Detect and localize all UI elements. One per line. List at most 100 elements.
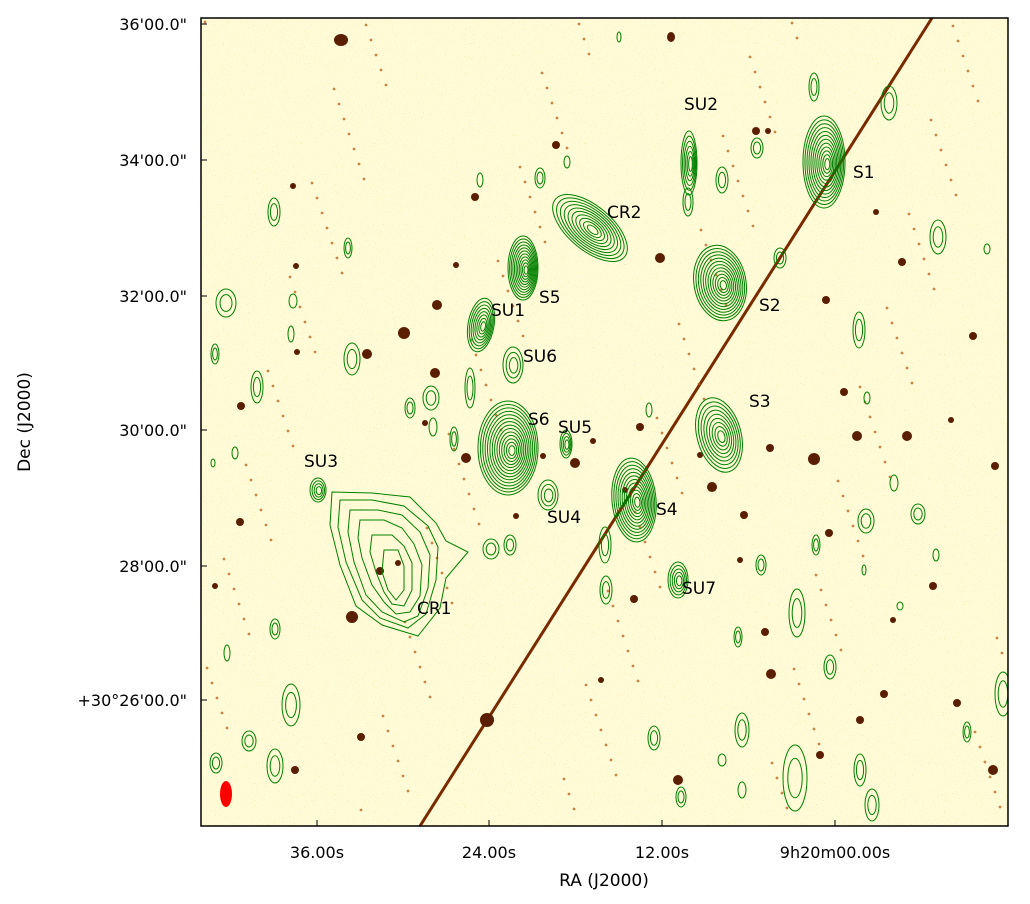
contour-faint [825,659,835,675]
speckle [978,745,982,749]
contour-s6 [479,403,537,493]
star [655,253,665,263]
speckle [785,806,789,810]
speckle [543,240,547,244]
contour-su6 [502,346,524,384]
source-label-cr1: CR1 [417,599,452,619]
contour-faint [808,72,820,102]
speckle [589,698,593,702]
contour-s4 [632,493,642,511]
x-tick-label: 12.00s [635,843,689,862]
contour-s6 [484,410,534,487]
contour-su3 [311,480,326,501]
speckle [814,573,818,577]
speckle [658,585,662,589]
speckle [457,462,461,466]
contour-s1 [816,142,836,185]
contour-faint [616,31,622,43]
star [598,677,604,683]
speckle [976,99,980,103]
speckle [330,241,334,245]
speckle [381,714,385,718]
star [873,209,879,215]
speckle [249,478,253,482]
speckle [726,149,730,153]
speckle [636,679,640,683]
contour-cr1 [369,534,413,607]
speckle [797,682,801,686]
speckle [746,209,750,213]
speckle [440,571,444,575]
star [766,669,776,679]
contour-su3 [309,477,327,503]
speckle [966,69,970,73]
contour-su5 [562,436,571,453]
x-tick-label: 9h20m00.00s [780,843,890,862]
contour-faint [346,348,358,370]
speckle [281,414,285,418]
contour-s6 [491,421,528,478]
contour-faint [449,426,459,452]
contour-faint [864,788,880,822]
speckle [254,493,258,497]
star [752,127,760,135]
contour-faint [913,507,923,521]
contour-faint [271,622,279,636]
contour-faint [932,548,940,562]
speckle [682,337,686,341]
speckle [929,118,933,122]
x-tick-label: 24.00s [462,843,516,862]
speckle [807,712,811,716]
contour-faint [734,712,750,748]
speckle [858,385,862,389]
radio-contours [209,31,1008,822]
contour-s5 [512,244,536,293]
contour-s1 [818,146,835,181]
speckle [210,681,214,685]
speckle [995,636,999,640]
contour-faint [649,730,659,746]
contour-faint [404,397,416,419]
source-label-s5: S5 [539,288,561,308]
contour-faint [810,78,818,96]
satellite-streak [418,18,934,826]
star [453,262,459,268]
speckle [369,38,373,42]
contour-cr1 [357,519,423,615]
contour-su2 [686,150,694,177]
speckle [993,790,997,794]
speckle [736,179,740,183]
contour-cr2 [567,207,615,251]
star [969,332,977,340]
star [737,557,743,563]
star [212,583,218,589]
speckle [293,290,297,294]
contour-su7 [673,571,684,590]
contour-s3 [714,426,728,447]
speckle [949,178,953,182]
contour-faint [505,538,515,552]
contour-faint [343,342,361,376]
speckle [384,83,388,87]
speckle [288,275,292,279]
contour-s5 [521,262,530,278]
speckle [203,20,207,24]
contour-s4 [627,486,645,518]
star [636,423,644,431]
speckle [839,648,843,652]
source-label-su7: SU7 [682,579,716,599]
star [294,349,300,355]
contour-faint [250,370,264,404]
contour-su1 [474,311,490,341]
contour-s3 [706,413,735,458]
source-label-s6: S6 [528,410,550,430]
speckle [741,194,745,198]
speckle [511,304,515,308]
star [471,193,479,201]
speckle [232,587,236,591]
contour-su4 [540,483,556,507]
speckle [790,21,794,25]
speckle [364,23,368,27]
speckle [489,398,493,402]
